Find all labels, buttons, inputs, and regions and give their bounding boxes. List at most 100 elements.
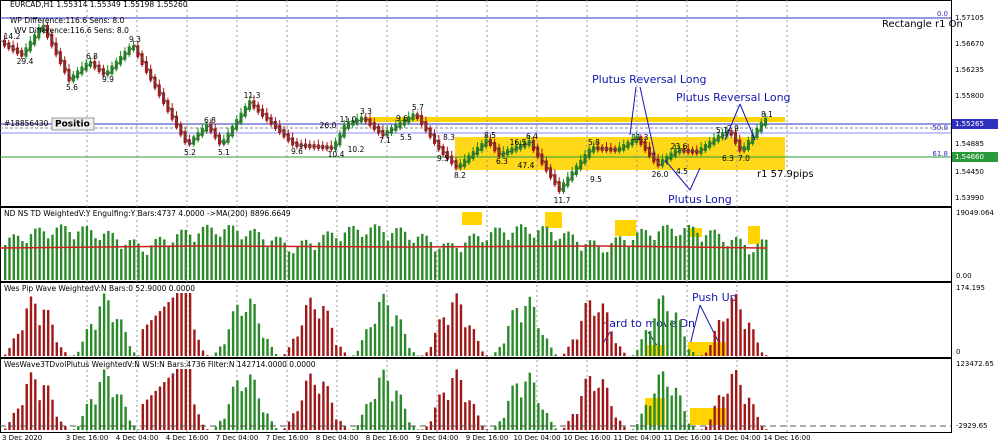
volume-bar [47,310,50,356]
swing-label: 6.4 [526,132,538,141]
volume-bar [498,347,501,356]
volume-bar [257,232,261,280]
volume-bar [584,378,587,430]
volume-bar [601,252,605,280]
volume-bar [8,347,11,356]
volume-bar [287,251,291,280]
volume-bar [537,230,540,280]
candle-body [583,154,587,164]
volume-bar [257,323,261,356]
volume-bar [137,429,140,430]
volume-bar [554,240,557,280]
volume-bar [588,240,592,280]
volume-bar [141,329,144,356]
rectangle-top [365,117,785,122]
swing-label: 10.2 [348,145,365,154]
annotation: Plutus Reversal Long [676,91,791,104]
candle-body [24,47,28,57]
volume-bar [644,404,648,430]
volume-bar [180,229,183,280]
volume-bar [739,238,742,280]
volume-bar [515,383,519,430]
candle-body [617,146,621,152]
candle-body [738,139,742,152]
volume-bar [464,242,467,280]
volume-bar [545,338,549,356]
volume-bar [391,401,394,430]
volume-bar [77,425,80,430]
volume-bar [481,425,484,430]
volume-bar [326,231,329,280]
candle-body [213,128,217,139]
volume-bar [747,397,751,430]
candle-body [175,115,178,128]
volume-bar [365,234,368,280]
volume-bar [150,320,153,356]
volume-bar [253,228,256,280]
volume-bar [640,228,643,280]
volume-bar [42,309,46,356]
volume-bar [249,230,252,280]
volume-bar [38,227,41,280]
volume-bar [55,227,58,280]
volume-bar [85,329,89,356]
volume-bar [227,404,230,430]
time-label: 7 Dec 04:00 [216,434,259,442]
candle-body [587,148,591,159]
volume-bar [674,236,678,280]
volume-bar [322,305,325,356]
volume-bar [4,428,7,430]
pane-axis-label: -2929.65 [956,422,987,430]
volume-bar [176,293,179,356]
time-label: 3 Dec 16:00 [66,434,109,442]
volume-bar [472,233,476,280]
volume-bar [468,400,471,430]
volume-bar [575,241,579,280]
swing-label: 5.7 [412,103,424,112]
volume-bar [12,234,15,280]
volume-bar [541,226,544,280]
volume-bar [696,232,699,280]
volume-bar [296,246,299,280]
volume-bar [765,239,768,280]
volume-bar [352,225,355,280]
volume-bar [352,429,355,430]
volume-bar [524,381,527,430]
pane-1 [0,207,952,282]
annotation-arrow [724,103,741,141]
volume-bar [51,324,54,356]
volume-bar [644,330,648,356]
volume-bar [25,243,28,280]
volume-bar [468,325,471,356]
volume-bar [137,355,140,356]
volume-bar [498,227,501,280]
annotation-arrow [689,167,701,191]
volume-bar [610,331,613,356]
volume-bar [145,254,149,280]
volume-bar [502,232,506,280]
volume-bar [485,429,488,430]
volume-bar [98,306,101,356]
volume-bar [722,396,725,430]
volume-bar [223,229,226,280]
volume-bar [171,373,175,430]
volume-bar [322,381,325,430]
volume-bar [29,234,33,280]
volume-bar [133,239,136,280]
volume-bar [580,395,583,430]
volume-bar [631,355,635,356]
candle-body [755,128,759,138]
volume-bar [90,324,93,356]
volume-bar [262,337,265,356]
swing-label: 6.8 [86,52,98,61]
candle-body [488,139,492,146]
volume-bar [726,246,729,280]
candle-body [166,100,170,112]
time-label: 11 Dec 16:00 [663,434,710,442]
volume-bar [636,349,639,356]
volume-bar [765,429,768,430]
volume-bar [674,312,678,356]
volume-bar [231,225,235,280]
volume-bar [593,315,596,356]
volume-bar [674,387,678,430]
